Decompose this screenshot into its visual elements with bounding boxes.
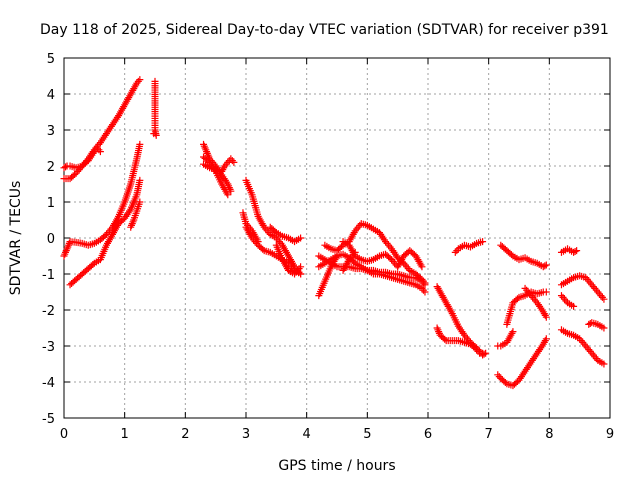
data-point: [600, 295, 608, 303]
series-arc-21: [433, 283, 490, 359]
series-arc-24: [494, 335, 550, 390]
data-point: [421, 288, 429, 296]
y-tick-label: 2: [47, 160, 55, 175]
axis-ticks: [63, 57, 611, 419]
data-point: [338, 243, 346, 251]
chart-title: Day 118 of 2025, Sidereal Day-to-day VTE…: [40, 22, 609, 38]
series-arc-9: [200, 153, 232, 199]
data-point: [224, 191, 232, 199]
data-point: [62, 163, 70, 171]
data-point: [254, 238, 262, 246]
x-tick-label: 6: [424, 427, 432, 442]
data-point: [136, 176, 144, 184]
data-point: [271, 227, 279, 235]
data-point: [71, 171, 79, 179]
series-arc-30: [557, 272, 608, 303]
data-point: [479, 238, 487, 246]
series-arc-13: [239, 209, 262, 246]
series-arc-17: [315, 250, 429, 296]
data-point: [513, 295, 521, 303]
series-arc-29: [557, 245, 581, 256]
data-point: [441, 335, 449, 343]
x-tick-label: 1: [121, 427, 129, 442]
series-arc-4: [66, 176, 144, 289]
series-arc-27: [521, 284, 550, 321]
data-point: [542, 335, 550, 343]
data-point: [96, 148, 104, 156]
data-point: [136, 140, 144, 148]
data-point: [573, 247, 581, 255]
series-arc-20: [339, 248, 359, 274]
x-tick-labels: 0 1 2 3 4 5 6 7 8 9: [60, 427, 614, 442]
data-point: [541, 262, 549, 270]
y-tick-label: 3: [47, 124, 55, 139]
data-point: [501, 378, 509, 386]
series-arc-6: [150, 77, 160, 139]
data-point: [89, 261, 97, 269]
data-point: [570, 302, 578, 310]
x-tick-label: 3: [242, 427, 250, 442]
series-arc-33: [585, 319, 608, 332]
y-tick-label: -2: [42, 304, 55, 319]
data-point: [297, 263, 305, 271]
data-point: [416, 274, 424, 282]
y-axis-label: SDTVAR / TECUs: [8, 181, 24, 296]
y-tick-label: 5: [47, 52, 55, 67]
x-tick-label: 7: [485, 427, 493, 442]
x-tick-label: 2: [181, 427, 189, 442]
y-tick-label: -4: [42, 376, 55, 391]
data-point: [418, 263, 426, 271]
data-point: [571, 248, 579, 255]
series-arc-22: [433, 324, 487, 357]
data-point: [600, 360, 608, 368]
series-arc-32: [557, 326, 608, 368]
x-axis-label: GPS time / hours: [278, 458, 395, 474]
y-tick-label: 4: [47, 88, 55, 103]
x-tick-label: 0: [60, 427, 68, 442]
data-point: [600, 324, 608, 332]
y-tick-label: 0: [47, 232, 55, 247]
data-point: [386, 254, 394, 262]
data-point: [471, 344, 479, 352]
series-arc-12: [266, 223, 305, 246]
data-point: [136, 76, 144, 84]
data-point: [542, 313, 550, 321]
data-point: [421, 279, 429, 287]
y-tick-labels: -5 -4 -3 -2 -1 0 1 2 3 4 5: [42, 52, 55, 427]
y-tick-label: -5: [42, 412, 55, 427]
series-arc-26: [503, 288, 550, 328]
x-tick-label: 5: [363, 427, 371, 442]
series-arc-28: [497, 241, 550, 271]
series-arc-23: [451, 238, 487, 256]
y-tick-label: -3: [42, 340, 55, 355]
data-point: [479, 349, 487, 357]
series-arc-3: [60, 140, 144, 260]
data-point: [136, 198, 144, 206]
series-arc-25: [494, 328, 517, 350]
data-point: [509, 328, 517, 336]
data-point: [507, 251, 515, 259]
data-point: [150, 130, 158, 138]
x-tick-label: 9: [606, 427, 614, 442]
data-point: [101, 232, 109, 240]
data-point: [259, 245, 267, 253]
data-point: [230, 158, 238, 166]
data-point: [351, 248, 359, 256]
series-arc-14: [272, 241, 305, 278]
x-tick-label: 8: [545, 427, 553, 442]
data-point: [542, 261, 550, 269]
y-tick-label: -1: [42, 268, 55, 283]
series-arc-31: [557, 292, 578, 310]
data-points: [60, 76, 608, 390]
series-arc-2: [60, 144, 104, 172]
data-point: [297, 234, 305, 242]
x-tick-label: 4: [303, 427, 311, 442]
data-point: [480, 350, 488, 358]
data-point: [542, 288, 550, 296]
series-arc-5: [127, 198, 144, 231]
data-point: [297, 270, 305, 278]
y-tick-label: 1: [47, 196, 55, 211]
